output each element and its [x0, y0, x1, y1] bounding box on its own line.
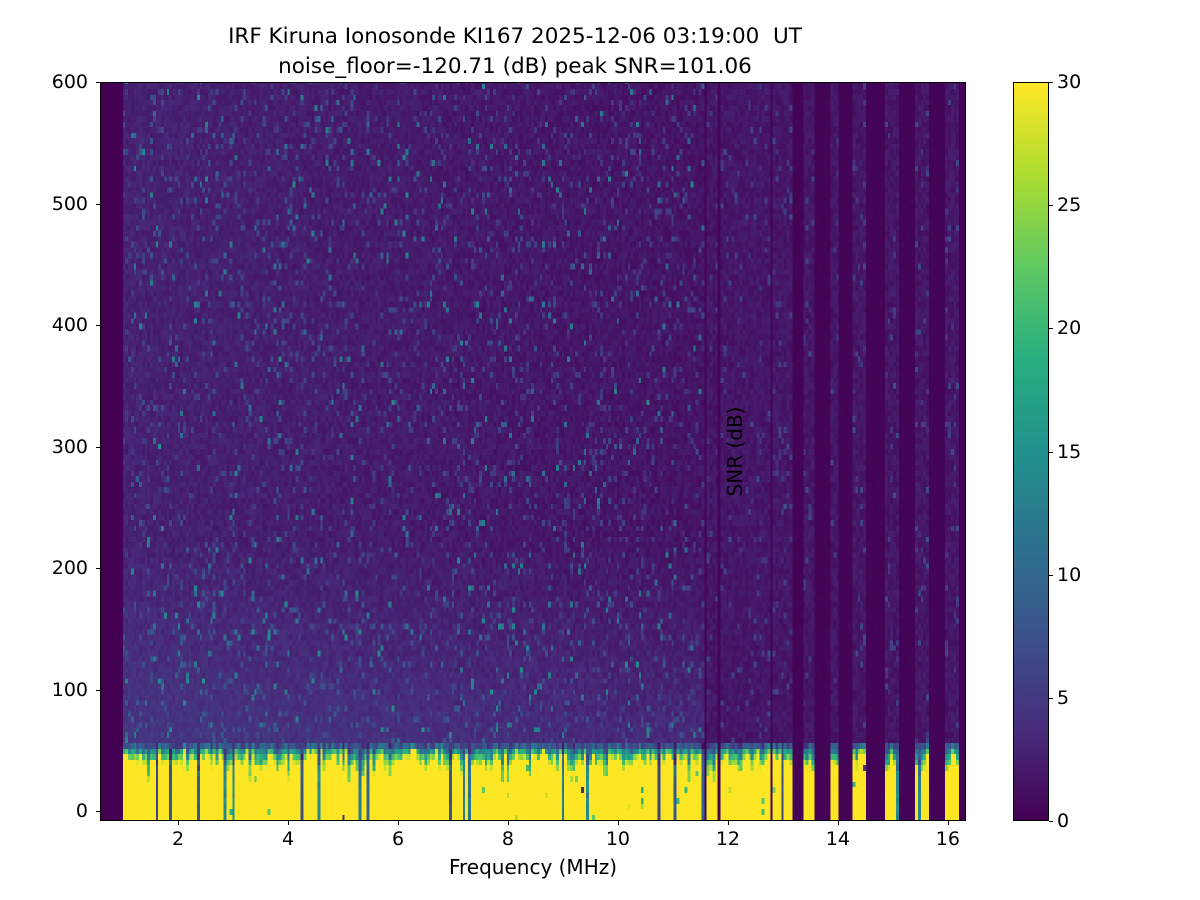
x-tick-mark	[398, 821, 400, 825]
y-tick-mark	[96, 811, 100, 813]
x-tick-label: 10	[605, 828, 631, 850]
x-tick-mark	[288, 821, 290, 825]
colorbar-tick-label: 10	[1057, 563, 1082, 586]
x-tick-mark	[947, 821, 949, 825]
colorbar-tick-mark	[1049, 574, 1053, 576]
ionogram-heatmap	[101, 83, 965, 820]
title-line-2: noise_floor=-120.71 (dB) peak SNR=101.06	[278, 54, 752, 79]
colorbar-tick-mark	[1049, 82, 1053, 84]
colorbar-tick-label: 15	[1057, 440, 1082, 463]
x-tick-mark	[178, 821, 180, 825]
x-tick-label: 4	[281, 828, 295, 850]
colorbar-tick-label: 20	[1057, 317, 1082, 340]
y-tick-mark	[96, 446, 100, 448]
y-tick-label: 300	[51, 435, 88, 458]
y-tick-label: 600	[51, 71, 88, 93]
y-tick-mark	[96, 82, 100, 84]
colorbar-tick-mark	[1049, 451, 1053, 453]
y-tick-label: 0	[75, 800, 88, 823]
y-tick-mark	[96, 689, 100, 691]
colorbar-tick-mark	[1049, 821, 1053, 823]
figure-title: IRF Kiruna Ionosonde KI167 2025-12-06 03…	[0, 22, 1030, 82]
y-tick-label: 100	[51, 678, 88, 701]
y-tick-mark	[96, 203, 100, 205]
y-tick-mark	[96, 568, 100, 570]
colorbar-gradient	[1014, 83, 1048, 820]
colorbar-tick-label: 0	[1057, 810, 1070, 832]
colorbar-label: SNR (dB)	[723, 406, 747, 497]
x-tick-label: 6	[391, 828, 405, 850]
colorbar-tick-mark	[1049, 328, 1053, 330]
colorbar-tick-label: 25	[1057, 194, 1082, 217]
y-tick-mark	[96, 325, 100, 327]
x-tick-mark	[617, 821, 620, 825]
y-tick-label: 400	[51, 314, 88, 337]
x-tick-label: 12	[715, 828, 740, 850]
x-tick-mark	[507, 821, 510, 825]
x-tick-label: 8	[501, 828, 515, 850]
x-tick-label: 16	[935, 828, 960, 850]
x-tick-mark	[727, 821, 729, 825]
colorbar-tick-mark	[1049, 205, 1053, 207]
x-axis-label: Frequency (MHz)	[448, 855, 618, 879]
x-tick-label: 14	[825, 828, 850, 850]
colorbar	[1013, 82, 1049, 821]
colorbar-tick-mark	[1049, 697, 1053, 699]
colorbar-tick-label: 5	[1057, 686, 1070, 709]
title-line-1: IRF Kiruna Ionosonde KI167 2025-12-06 03…	[228, 24, 802, 49]
x-tick-label: 2	[172, 828, 185, 850]
ionogram-plot-area	[100, 82, 966, 821]
y-tick-label: 200	[51, 557, 88, 580]
x-tick-mark	[837, 821, 839, 825]
colorbar-tick-label: 30	[1057, 71, 1082, 93]
y-tick-label: 500	[51, 192, 88, 215]
